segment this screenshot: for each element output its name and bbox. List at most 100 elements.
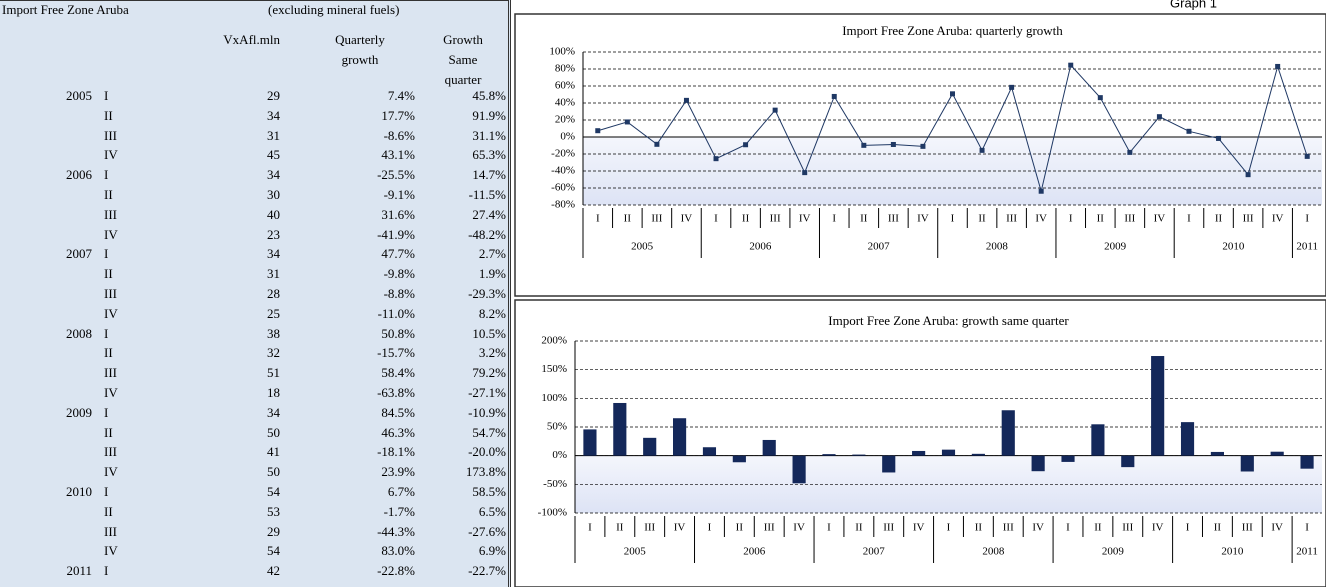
x-tick-label: I <box>947 522 951 534</box>
row-label: II <box>104 187 113 202</box>
row-label: 2005 <box>66 88 92 103</box>
bar <box>852 454 866 456</box>
table-cell: 43.1% <box>381 147 415 163</box>
table-cell: 30 <box>267 187 280 202</box>
table-cell: 34 <box>267 107 280 123</box>
row-label: III <box>104 127 117 143</box>
x-tick-label: II <box>860 213 868 225</box>
table-cell: -41.9% <box>377 226 415 242</box>
table-cell: 34 <box>267 167 280 183</box>
column-header: Growth Same quarter <box>443 32 483 87</box>
x-group-label: 2009 <box>1104 241 1127 253</box>
x-tick-label: III <box>770 213 781 225</box>
x-tick-label: I <box>1305 213 1309 225</box>
row-label: II <box>104 503 113 519</box>
y-tick-label: -60% <box>551 182 575 194</box>
table-cell: 34 <box>267 404 280 420</box>
marker <box>1156 114 1162 120</box>
table-cell: 8.2% <box>478 305 506 321</box>
x-tick-label: IV <box>799 213 811 225</box>
x-group-label: 2011 <box>1296 241 1318 253</box>
marker <box>920 143 926 149</box>
marker <box>979 147 985 153</box>
x-group-label: 2006 <box>743 546 766 558</box>
table-cell: 50 <box>267 464 280 480</box>
row-label: I <box>104 404 109 420</box>
row-label: III <box>104 444 117 460</box>
table-cell: 50 <box>267 424 280 440</box>
page-title: Graph 1 <box>1170 0 1217 10</box>
table-cell: 27.4% <box>472 206 506 222</box>
x-tick-label: I <box>832 213 836 225</box>
row-label: III <box>104 206 117 222</box>
table-cell: 1.9% <box>478 266 506 282</box>
x-tick-label: I <box>1186 522 1190 534</box>
x-tick-label: III <box>1122 522 1133 534</box>
x-tick-label: II <box>1097 213 1105 225</box>
y-tick-label: 20% <box>555 114 575 126</box>
marker <box>1097 95 1103 101</box>
marker <box>1068 62 1074 68</box>
x-tick-label: IV <box>674 522 686 534</box>
row-label: 2009 <box>66 404 92 420</box>
bar <box>1180 422 1195 456</box>
marker <box>1038 188 1044 194</box>
row-label: 2008 <box>66 325 92 341</box>
x-tick-label: IV <box>1032 522 1044 534</box>
bar <box>1061 455 1075 462</box>
row-label: III <box>104 523 117 539</box>
y-tick-label: 50% <box>547 421 567 433</box>
y-tick-label: 0% <box>560 131 575 143</box>
bar <box>912 450 926 456</box>
x-group-label: 2005 <box>624 546 647 558</box>
x-tick-label: I <box>1305 522 1309 534</box>
x-tick-label: IV <box>1152 522 1164 534</box>
x-tick-label: III <box>651 213 662 225</box>
row-label: II <box>104 424 113 440</box>
row-label: I <box>104 484 109 499</box>
x-group-label: 2010 <box>1221 546 1244 558</box>
row-label: II <box>104 107 113 123</box>
table-cell: 83.0% <box>381 543 415 559</box>
marker <box>861 142 867 148</box>
x-group-label: 2007 <box>863 546 886 558</box>
x-tick-label: II <box>616 522 624 534</box>
table-cell: 29 <box>267 523 280 539</box>
table-cell: 6.5% <box>478 503 506 519</box>
table-cell: 54 <box>267 484 280 499</box>
table-cell: -20.0% <box>468 444 506 460</box>
marker <box>743 142 749 148</box>
x-tick-label: III <box>1003 522 1014 534</box>
bar <box>762 439 776 456</box>
x-tick-label: II <box>978 213 986 225</box>
table-cell: -11.5% <box>468 187 506 202</box>
row-label: I <box>104 325 109 341</box>
table-cell: 79.2% <box>472 365 506 381</box>
table-cell: -63.8% <box>377 385 415 400</box>
row-label: IV <box>104 385 118 400</box>
marker <box>595 128 601 134</box>
table-cell: 32 <box>267 345 280 361</box>
table-cell: 10.5% <box>472 325 506 341</box>
table-cell: -8.8% <box>383 286 415 301</box>
x-group-label: 2010 <box>1222 241 1245 253</box>
bar <box>882 455 896 473</box>
x-tick-label: III <box>1243 213 1254 225</box>
x-group-label: 2009 <box>1102 546 1125 558</box>
x-group-label: 2006 <box>749 241 772 253</box>
bar <box>732 455 746 463</box>
x-group-label: 2007 <box>868 241 891 253</box>
marker <box>624 119 630 125</box>
row-label: II <box>104 266 113 282</box>
y-tick-label: 40% <box>555 97 575 109</box>
x-tick-label: III <box>1006 213 1017 225</box>
column-header: Quarterly growth <box>335 32 385 67</box>
x-tick-label: IV <box>1271 522 1283 534</box>
column-header: VxAfl.mln <box>223 32 280 47</box>
x-group-label: 2005 <box>631 241 654 253</box>
table-cell: 53 <box>267 503 280 519</box>
bar <box>792 455 806 484</box>
row-label: 2010 <box>66 484 92 499</box>
x-tick-label: I <box>714 213 718 225</box>
